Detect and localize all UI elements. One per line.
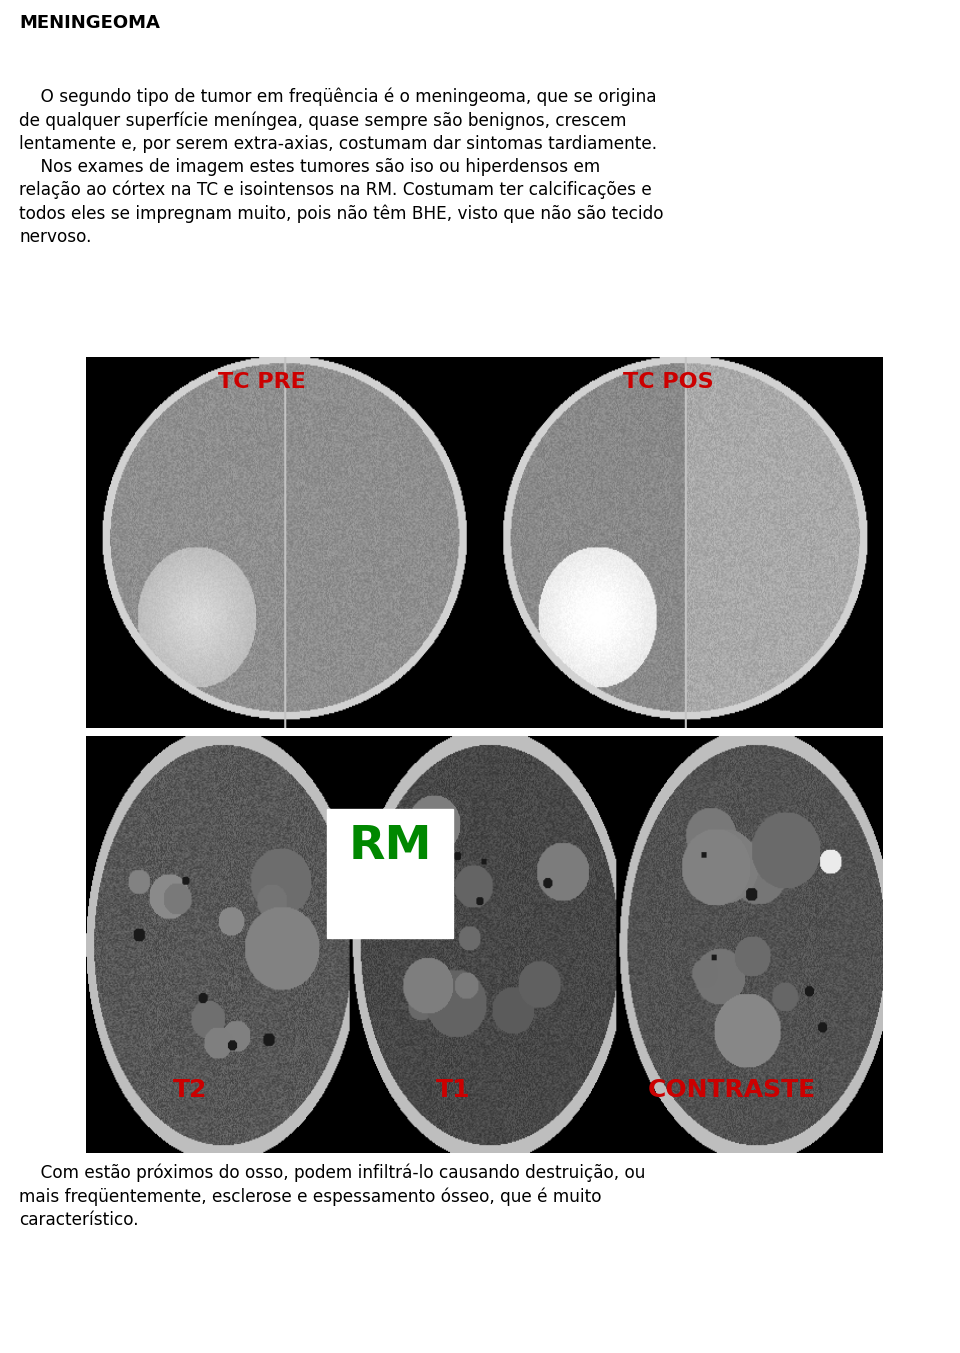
Text: Com estão próximos do osso, podem infiltrá-lo causando destruição, ou
mais freqü: Com estão próximos do osso, podem infilt… (19, 1164, 645, 1229)
Text: T1: T1 (436, 1078, 470, 1101)
FancyBboxPatch shape (327, 809, 453, 938)
Text: O segundo tipo de tumor em freqüência é o meningeoma, que se origina
de qualquer: O segundo tipo de tumor em freqüência é … (19, 88, 663, 246)
Text: TC POS: TC POS (623, 372, 713, 392)
Text: RM: RM (348, 824, 432, 869)
Text: CONTRASTE: CONTRASTE (648, 1078, 816, 1101)
Text: MENINGEOMA: MENINGEOMA (19, 14, 160, 31)
Text: T2: T2 (173, 1078, 207, 1101)
Text: TC PRE: TC PRE (218, 372, 305, 392)
